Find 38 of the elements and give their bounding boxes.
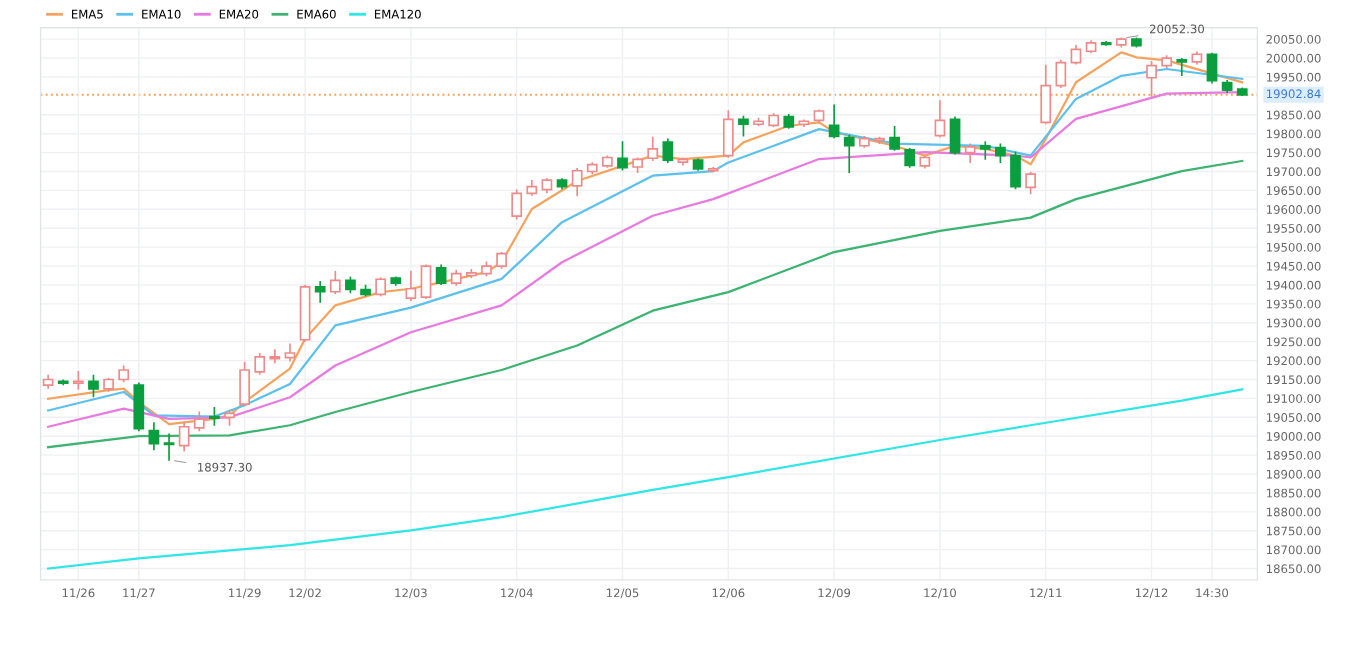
candlestick <box>88 374 99 398</box>
candlestick <box>722 110 734 158</box>
line-series <box>47 388 1244 570</box>
candlestick <box>405 270 417 301</box>
candlestick <box>1176 57 1188 76</box>
candlestick <box>571 168 583 197</box>
candlestick <box>934 100 946 138</box>
candlestick <box>662 138 674 163</box>
candlestick <box>1146 61 1157 97</box>
candlestick <box>889 126 900 151</box>
candlestick <box>314 281 326 303</box>
candlestick <box>148 422 160 451</box>
candlestick <box>511 189 523 220</box>
candlestick <box>1010 151 1021 190</box>
candlestick <box>1206 52 1218 84</box>
candlestick <box>435 264 447 286</box>
candlestick <box>420 264 432 300</box>
candlestick <box>828 104 840 139</box>
candlestick <box>843 134 855 174</box>
candlestick <box>904 147 916 168</box>
candlestick <box>1055 59 1067 89</box>
candlestick <box>1040 64 1052 125</box>
candlestick <box>269 349 281 364</box>
candlestick <box>647 136 659 161</box>
candlestick <box>738 115 749 137</box>
candlestick <box>239 361 250 407</box>
candlestick <box>193 411 205 432</box>
candlestick <box>1025 171 1036 195</box>
candlestick <box>329 270 341 295</box>
candlestick <box>133 382 145 432</box>
candlestick <box>254 352 266 375</box>
candlestick <box>979 141 991 160</box>
line-series <box>47 159 1244 449</box>
candlestick <box>949 116 961 155</box>
candlestick <box>677 157 689 166</box>
candlestick <box>163 433 175 461</box>
candlestick <box>178 422 190 452</box>
candlestick <box>617 141 628 171</box>
